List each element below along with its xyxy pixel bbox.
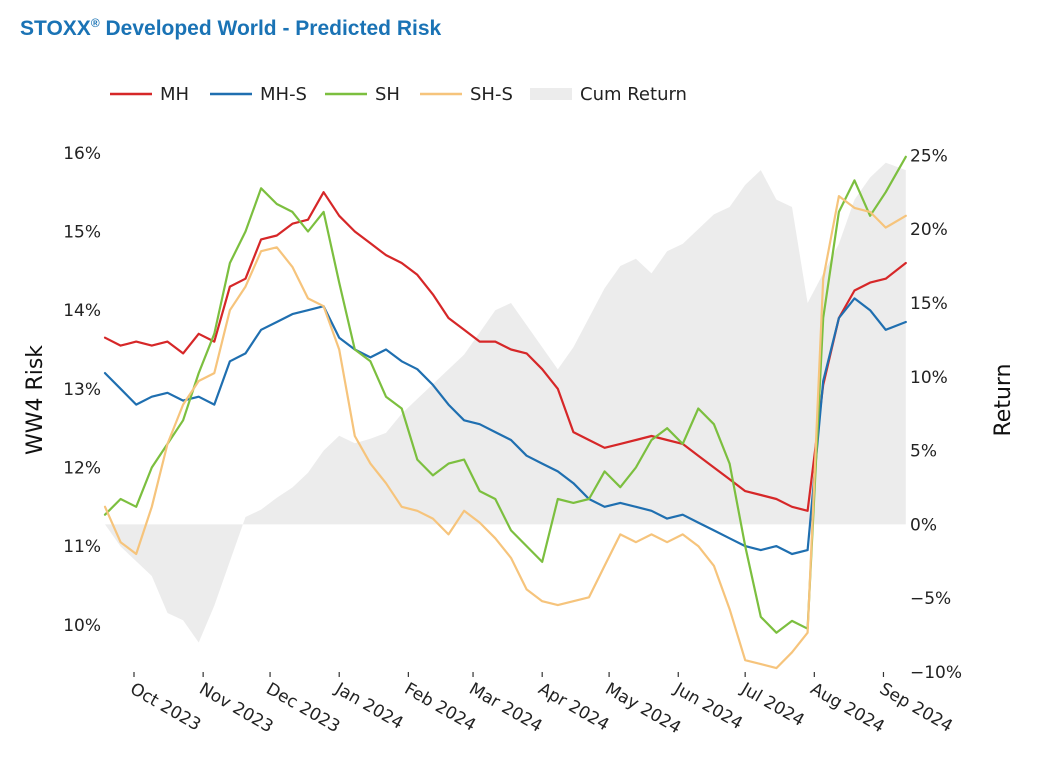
y2-tick-label: 10% [910, 368, 948, 388]
series-line-sh-s [103, 195, 907, 670]
series-line-mh-s [103, 297, 907, 556]
series-line-mh [103, 191, 907, 512]
legend-label-mh-s: MH-S [260, 84, 307, 105]
y-tick-label: 12% [63, 458, 101, 478]
legend: MH MH-S SH SH-S Cum Return [110, 84, 687, 105]
chart-title: STOXX® Developed World - Predicted Risk [20, 16, 442, 40]
cum-return-area-layer [105, 162, 906, 643]
legend-label-sh-s: SH-S [470, 84, 513, 105]
y2-axis-title: Return [991, 363, 1016, 436]
y-tick-label: 11% [63, 537, 101, 557]
y-axis-title: WW4 Risk [23, 345, 48, 455]
y2-tick-label: −10% [910, 663, 962, 683]
x-tick-label: Feb 2024 [401, 679, 479, 736]
x-tick-label: Aug 2024 [807, 679, 888, 737]
y-tick-label: 15% [63, 223, 101, 243]
legend-label-mh: MH [160, 84, 189, 105]
y2-tick-label: 25% [910, 146, 948, 166]
legend-label-sh: SH [375, 84, 400, 105]
y2-tick-label: 0% [910, 515, 937, 535]
x-tick-label: Oct 2023 [126, 679, 204, 735]
y-tick-label: 14% [63, 301, 101, 321]
y-tick-label: 16% [63, 144, 101, 164]
x-tick-label: Mar 2024 [466, 679, 546, 737]
series-line-sh [103, 155, 907, 634]
y-tick-label: 10% [63, 616, 101, 636]
x-tick-label: Jul 2024 [737, 679, 808, 731]
series-lines-layer [103, 155, 907, 670]
y2-tick-label: 15% [910, 294, 948, 314]
x-tick-label: May 2024 [602, 679, 685, 738]
y2-tick-label: −5% [910, 589, 951, 609]
x-tick-label: Nov 2023 [196, 679, 277, 737]
y2-tick-label: 20% [910, 220, 948, 240]
y2-tick-label: 5% [910, 442, 937, 462]
legend-swatch-cum-return [530, 88, 572, 100]
legend-label-cum-return: Cum Return [580, 84, 687, 105]
x-tick-label: Jan 2024 [331, 679, 407, 734]
series-area-cum-return [105, 162, 906, 643]
x-tick-label: Sep 2024 [876, 679, 956, 737]
x-tick-label: Apr 2024 [535, 679, 613, 735]
x-tick-label: Dec 2023 [263, 679, 344, 737]
y-tick-label: 13% [63, 380, 101, 400]
